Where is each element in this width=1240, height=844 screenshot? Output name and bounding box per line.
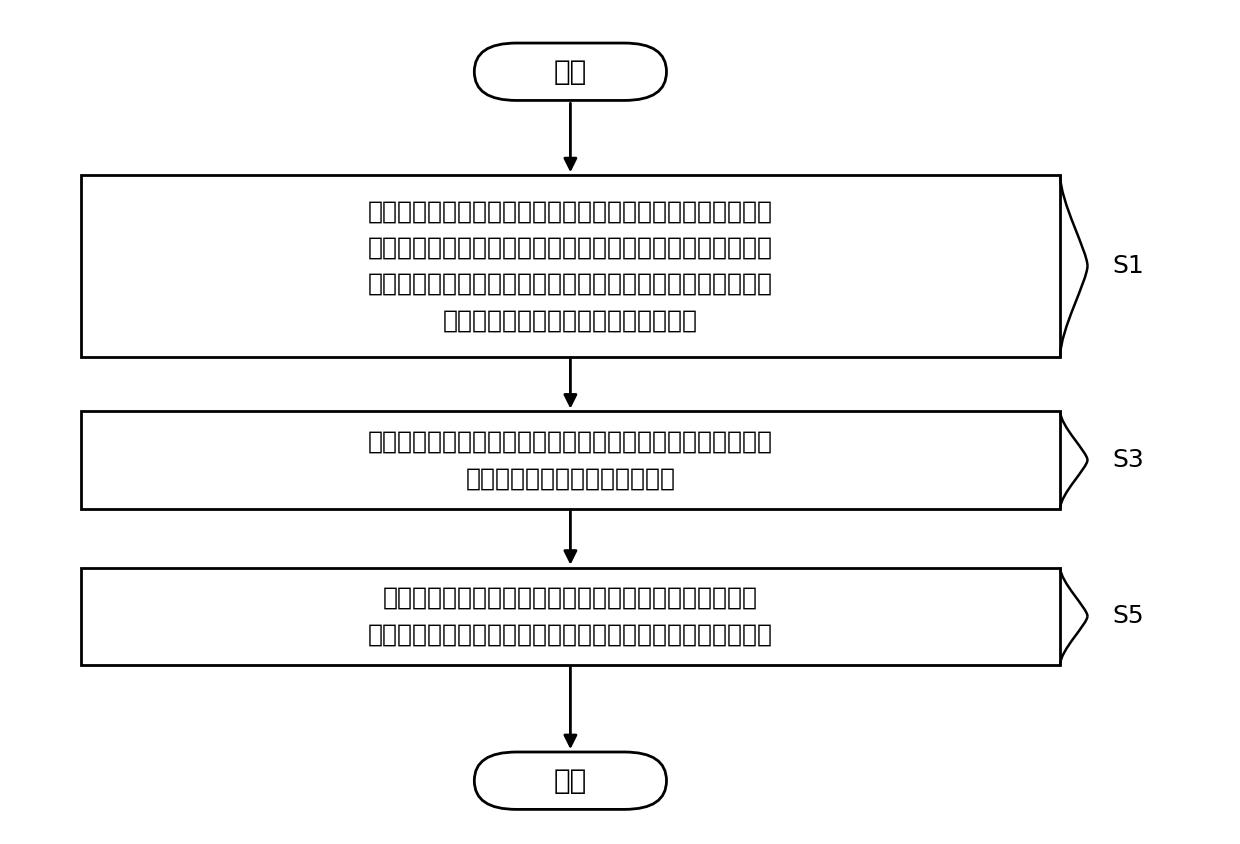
FancyBboxPatch shape [474,752,667,809]
Text: 结束: 结束 [554,766,587,795]
FancyBboxPatch shape [81,567,1060,665]
Text: S1: S1 [1112,254,1145,278]
FancyBboxPatch shape [81,411,1060,508]
Text: 中央处理器根据所述带同步字段的测量数据的同步字段从
所述共享内存中读取测量数据，并根据所述测量数据获得位姿: 中央处理器根据所述带同步字段的测量数据的同步字段从 所述共享内存中读取测量数据，… [368,586,773,647]
FancyBboxPatch shape [81,176,1060,356]
Text: S3: S3 [1112,448,1145,472]
Text: 直接内存访问控制器将所述带同步字段的测量数据从所述先进
先出存储器搬移至所述共享内存: 直接内存访问控制器将所述带同步字段的测量数据从所述先进 先出存储器搬移至所述共享… [368,430,773,490]
Text: S5: S5 [1112,604,1145,628]
Text: 微处理器定义多个同步字段，高频读取所述惯性测量单元的测
量数据，将所述测量数据与所述多个同步字段中的其中一个同
步字段关联，生成带同步字段的测量数据并将所述带同: 微处理器定义多个同步字段，高频读取所述惯性测量单元的测 量数据，将所述测量数据与… [368,199,773,333]
FancyBboxPatch shape [474,43,667,100]
Text: 开始: 开始 [554,57,587,86]
